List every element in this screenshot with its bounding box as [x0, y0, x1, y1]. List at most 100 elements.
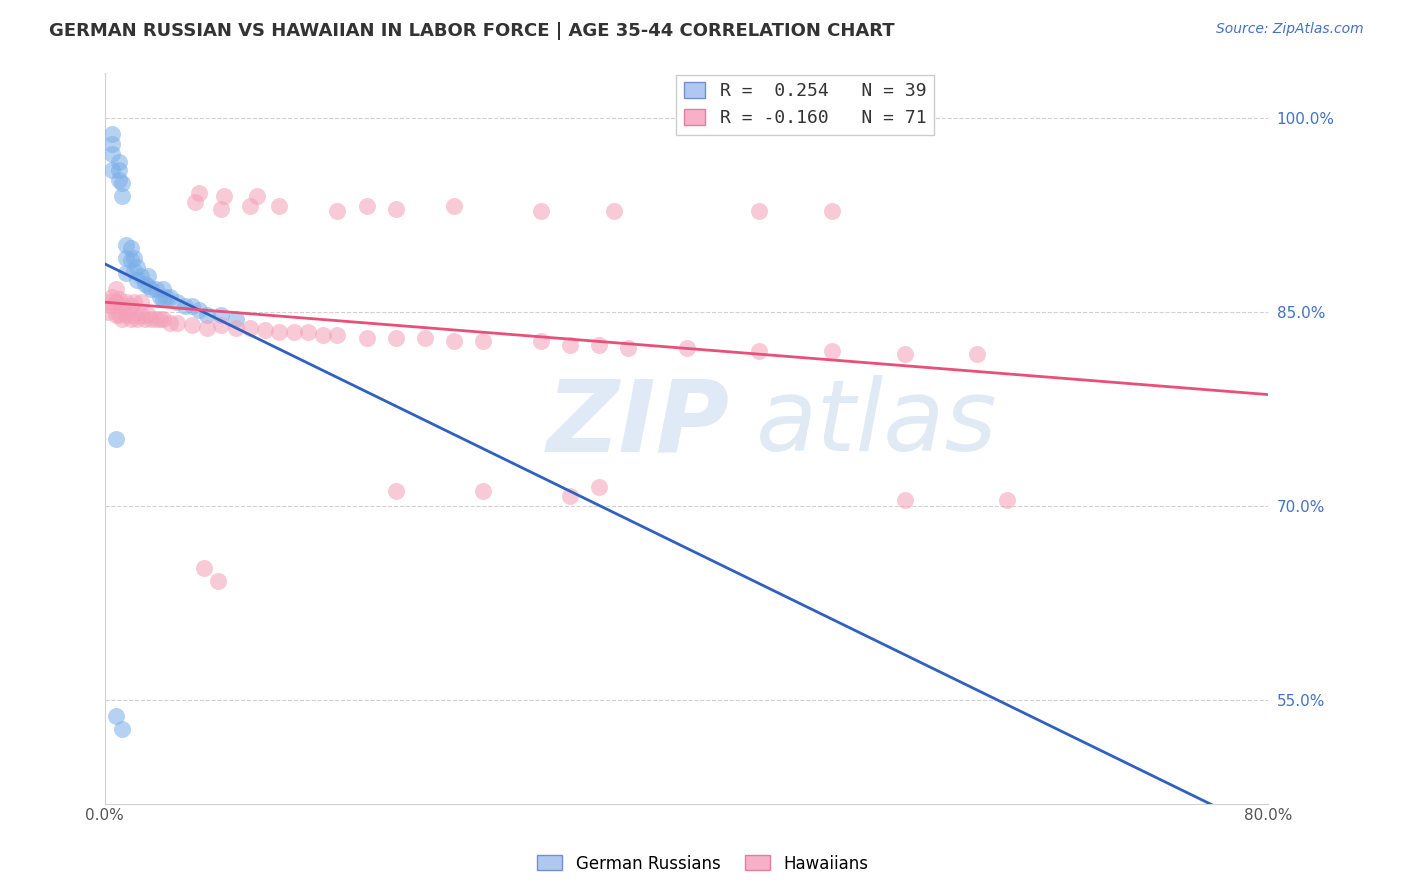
Point [141, 311, 163, 326]
Point [356, 331, 378, 345]
Point [675, 342, 697, 356]
Point [748, 344, 770, 359]
Point [326, 328, 349, 343]
Point [129, 294, 152, 309]
Point [122, 294, 145, 309]
Point [530, 334, 553, 348]
Point [246, 189, 269, 203]
Point [129, 308, 152, 322]
Point [209, 202, 232, 216]
Point [530, 204, 553, 219]
Point [105, 294, 128, 309]
Point [115, 251, 138, 265]
Point [152, 282, 174, 296]
Point [195, 308, 218, 322]
Point [108, 173, 131, 187]
Point [748, 204, 770, 219]
Point [125, 311, 148, 326]
Point [269, 325, 291, 339]
Point [141, 282, 163, 296]
Point [966, 346, 988, 360]
Point [108, 308, 131, 322]
Point [136, 279, 159, 293]
Point [297, 325, 319, 339]
Text: atlas: atlas [756, 376, 998, 472]
Point [125, 260, 148, 274]
Point [115, 267, 138, 281]
Point [239, 199, 262, 213]
Point [134, 311, 156, 326]
Point [384, 202, 406, 216]
Point [269, 199, 291, 213]
Point [184, 195, 207, 210]
Point [111, 189, 134, 203]
Point [115, 294, 138, 309]
Point [108, 155, 131, 169]
Text: ZIP: ZIP [547, 376, 730, 472]
Point [120, 311, 142, 326]
Point [588, 337, 610, 351]
Point [122, 251, 145, 265]
Point [152, 311, 174, 326]
Point [384, 483, 406, 498]
Point [253, 323, 276, 337]
Point [166, 294, 188, 309]
Point [384, 331, 406, 345]
Point [105, 308, 128, 322]
Point [101, 127, 124, 141]
Point [821, 344, 844, 359]
Point [155, 290, 177, 304]
Point [149, 290, 172, 304]
Point [188, 186, 211, 201]
Point [105, 282, 128, 296]
Point [125, 273, 148, 287]
Point [560, 337, 582, 351]
Point [893, 492, 915, 507]
Point [101, 163, 124, 178]
Point [212, 189, 235, 203]
Point [111, 176, 134, 190]
Point [105, 708, 128, 723]
Point [225, 311, 247, 326]
Legend: R =  0.254   N = 39, R = -0.160   N = 71: R = 0.254 N = 39, R = -0.160 N = 71 [676, 75, 934, 135]
Point [443, 199, 465, 213]
Text: GERMAN RUSSIAN VS HAWAIIAN IN LABOR FORCE | AGE 35-44 CORRELATION CHART: GERMAN RUSSIAN VS HAWAIIAN IN LABOR FORC… [49, 22, 894, 40]
Point [617, 342, 640, 356]
Point [603, 204, 626, 219]
Point [239, 320, 262, 334]
Point [995, 492, 1018, 507]
Point [101, 147, 124, 161]
Point [136, 268, 159, 283]
Point [471, 334, 494, 348]
Point [209, 318, 232, 333]
Point [188, 302, 211, 317]
Point [152, 293, 174, 307]
Point [413, 331, 436, 345]
Point [111, 722, 134, 736]
Point [326, 204, 349, 219]
Point [97, 305, 120, 319]
Point [145, 282, 167, 296]
Point [821, 204, 844, 219]
Point [893, 346, 915, 360]
Point [120, 241, 142, 255]
Point [560, 489, 582, 503]
Legend: German Russians, Hawaiians: German Russians, Hawaiians [530, 848, 876, 880]
Point [108, 163, 131, 178]
Point [173, 299, 195, 313]
Point [283, 325, 305, 339]
Point [111, 299, 134, 313]
Point [443, 334, 465, 348]
Point [101, 290, 124, 304]
Point [120, 299, 142, 313]
Point [115, 308, 138, 322]
Point [111, 311, 134, 326]
Point [181, 318, 204, 333]
Point [209, 308, 232, 322]
Point [122, 264, 145, 278]
Point [120, 253, 142, 268]
Point [588, 480, 610, 494]
Point [207, 574, 229, 589]
Point [193, 561, 215, 575]
Point [166, 316, 188, 330]
